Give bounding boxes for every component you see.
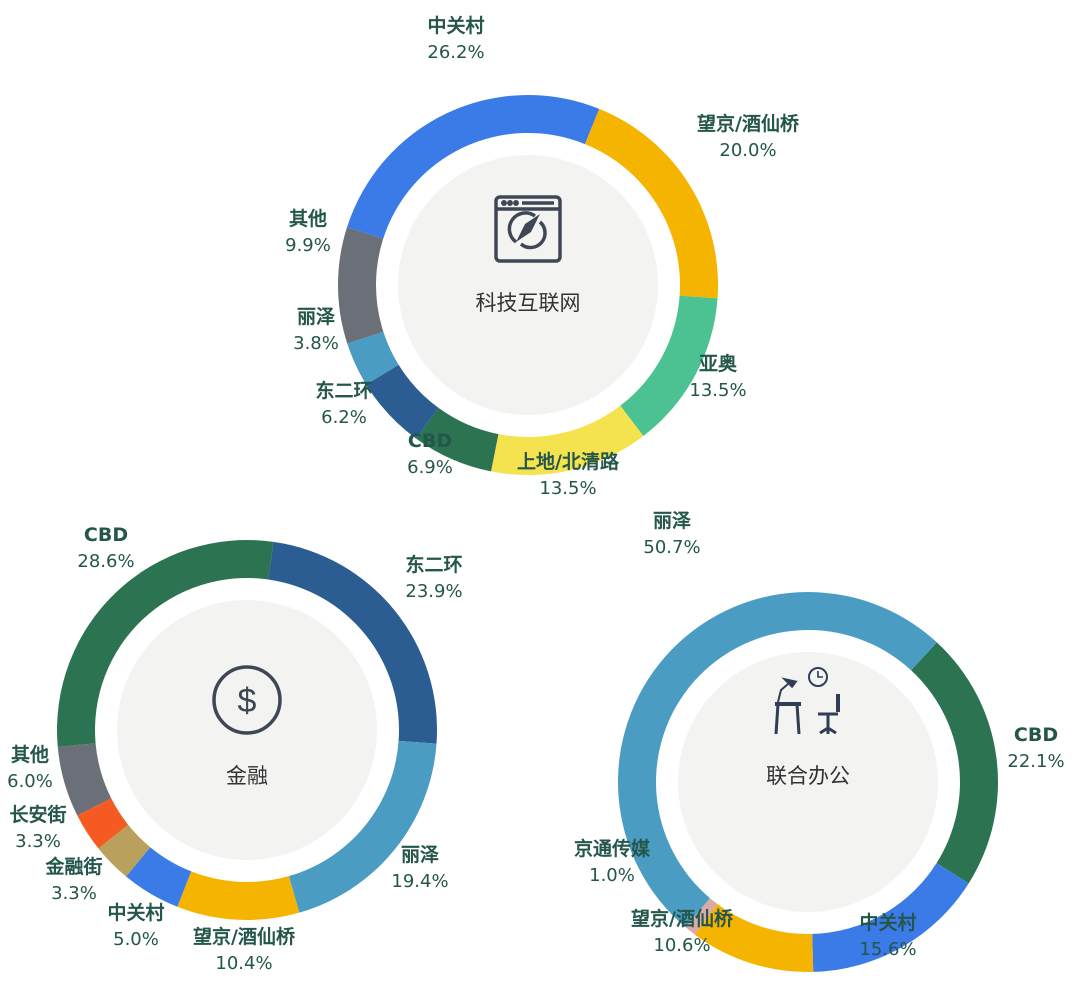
segment-label-value: 23.9% — [405, 581, 462, 602]
segment-label-value: 1.0% — [589, 865, 635, 886]
donut-segment-1 — [288, 740, 437, 913]
donut-segment-0 — [268, 541, 437, 744]
segment-label-name: 京通传媒 — [574, 837, 651, 860]
segment-label-value: 19.4% — [391, 871, 448, 892]
donut-segment-6 — [347, 331, 399, 385]
segment-label-name: 金融街 — [44, 855, 102, 878]
segment-label-name: 中关村 — [859, 911, 916, 934]
donut-segment-3 — [685, 898, 718, 935]
donut-segment-4 — [416, 407, 499, 472]
donut-segment-4 — [98, 824, 151, 877]
segment-label-name: 丽泽 — [653, 510, 691, 532]
donut-segment-5 — [77, 798, 129, 849]
donut-tech-internet: 中关村 26.2% 望京/酒仙桥 20.0% 亚奥 13.5% 上地/北清路 13.5% CBD… — [285, 14, 800, 499]
segment-label-value: 9.9% — [285, 235, 331, 256]
segment-label-name: CBD — [84, 524, 128, 546]
donut-segment-3 — [126, 847, 192, 907]
donut-segment-3 — [491, 405, 644, 475]
segment-label-value: 3.8% — [293, 333, 339, 354]
segment-label-name: 上地/北清路 — [517, 450, 620, 473]
segment-label-value: 13.5% — [689, 380, 746, 401]
segment-label-value: 22.1% — [1007, 751, 1064, 772]
segment-label-value: 5.0% — [113, 929, 159, 950]
segment-label-value: 3.3% — [15, 831, 61, 852]
segment-label-name: CBD — [408, 430, 452, 452]
svg-text:$: $ — [238, 682, 257, 720]
segment-label-name: 其他 — [289, 207, 327, 230]
segment-label-name: 望京/酒仙桥 — [193, 925, 296, 948]
donut-finance: 东二环 23.9% 丽泽 19.4% 望京/酒仙桥 10.4% 中关村 5.0% 金融街 3.3%… — [7, 524, 462, 974]
segment-label-name: 丽泽 — [401, 844, 439, 866]
segment-label-value: 26.2% — [427, 42, 484, 63]
segment-label-value: 10.6% — [653, 935, 710, 956]
segment-label-name: 东二环 — [405, 553, 462, 576]
segment-label-value: 15.6% — [859, 939, 916, 960]
donut-segment-2 — [694, 904, 814, 972]
segment-label-value: 6.2% — [321, 407, 367, 428]
donut-segment-0 — [911, 642, 999, 884]
segment-label-value: 50.7% — [643, 537, 700, 558]
donut-segment-2 — [620, 295, 718, 436]
segment-label-value: 20.0% — [719, 140, 776, 161]
center-title-coworking: 联合办公 — [766, 764, 850, 788]
donut-center — [398, 155, 658, 415]
donut-segment-5 — [366, 364, 439, 439]
segment-label-name: 中关村 — [427, 14, 484, 37]
donut-segment-7 — [57, 540, 274, 747]
segment-label-value: 6.9% — [407, 457, 453, 478]
segment-label-value: 28.6% — [77, 551, 134, 572]
segment-label-name: 丽泽 — [297, 306, 335, 328]
center-title-tech: 科技互联网 — [476, 291, 581, 315]
segment-label-value: 3.3% — [51, 883, 97, 904]
segment-label-value: 10.4% — [215, 953, 272, 974]
segment-label-name: 长安街 — [9, 803, 66, 826]
donut-segment-0 — [346, 94, 600, 239]
segment-label-name: 其他 — [11, 743, 49, 766]
donut-center — [117, 600, 377, 860]
donut-segment-1 — [812, 863, 969, 972]
segment-label-name: 望京/酒仙桥 — [631, 907, 734, 930]
segment-label-name: 东二环 — [315, 379, 372, 402]
donut-center — [678, 652, 938, 912]
desk-workspace-icon — [774, 667, 840, 735]
donut-segment-6 — [57, 743, 112, 816]
segment-label-name: 望京/酒仙桥 — [697, 112, 800, 135]
donut-segment-1 — [584, 108, 718, 299]
segment-label-name: 亚奥 — [699, 352, 738, 375]
dollar-coin-icon: $ — [212, 665, 282, 735]
segment-label-name: CBD — [1014, 724, 1058, 746]
segment-label-name: 中关村 — [107, 901, 164, 924]
donut-segment-7 — [338, 227, 384, 344]
donut-segment-4 — [618, 592, 937, 928]
segment-label-value: 13.5% — [539, 478, 596, 499]
donut-segment-2 — [177, 871, 300, 920]
segment-label-value: 6.0% — [7, 771, 53, 792]
browser-compass-icon — [494, 195, 562, 263]
center-title-finance: 金融 — [226, 764, 268, 788]
donut-coworking: CBD 22.1% 中关村 15.6% 望京/酒仙桥 10.6% 京通传媒 1.0% 丽泽 50.… — [574, 510, 1065, 972]
